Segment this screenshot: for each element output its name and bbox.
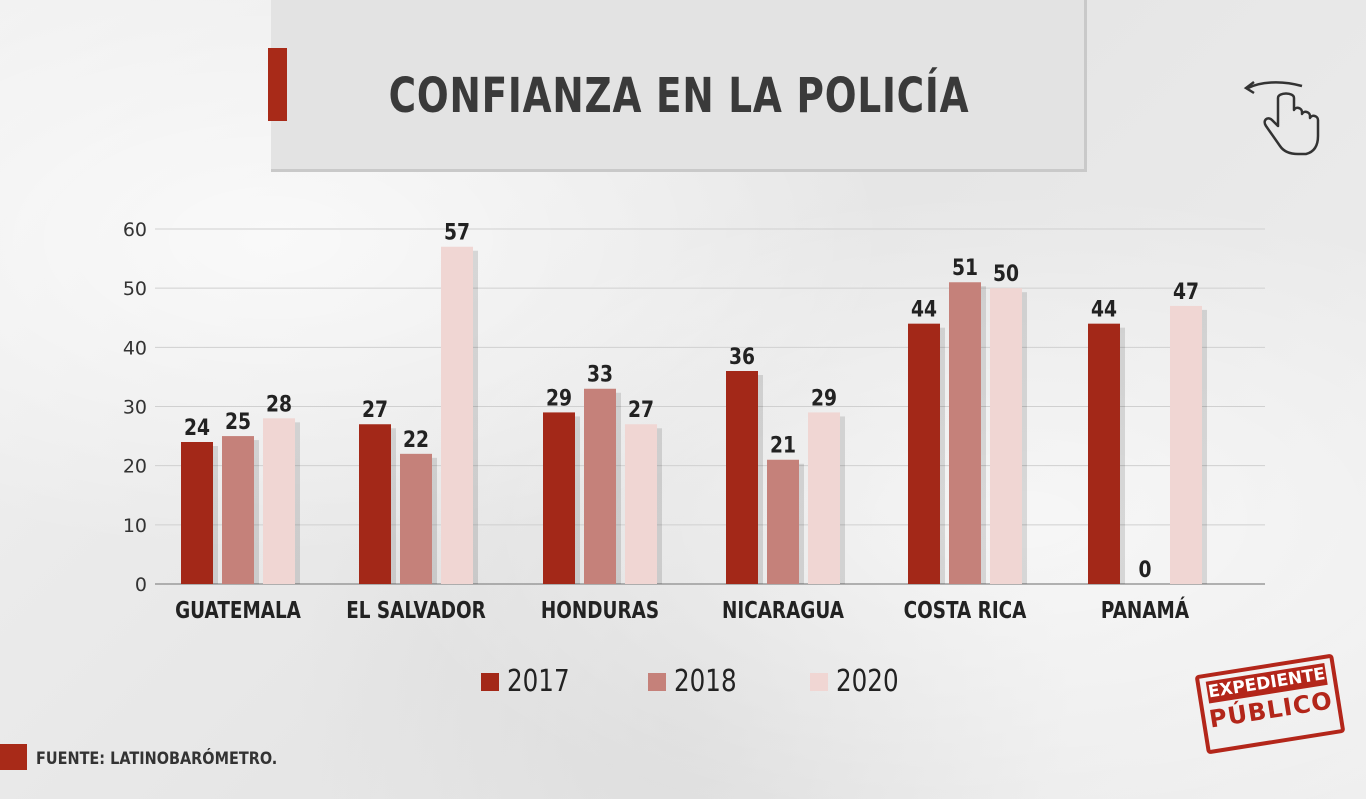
legend-label-2017: 2017: [507, 664, 570, 699]
data-label: 21: [770, 432, 796, 458]
category-label: NICARAGUA: [722, 597, 844, 624]
category-label: GUATEMALA: [175, 597, 301, 624]
page-title: CONFIANZA EN LA POLICÍA: [388, 68, 970, 124]
data-label: 0: [1138, 557, 1151, 583]
data-label: 25: [225, 409, 251, 435]
bar-2020: [625, 424, 657, 584]
data-label: 28: [266, 391, 292, 417]
legend-swatch-2017: [481, 672, 499, 691]
category-label: HONDURAS: [541, 597, 659, 624]
data-label: 33: [587, 361, 613, 387]
y-tick-label: 20: [123, 456, 147, 478]
bar-2018: [400, 453, 432, 584]
bar-2020: [990, 288, 1022, 584]
bar-2017: [359, 424, 391, 584]
y-tick-label: 0: [135, 574, 147, 596]
source-accent: [0, 744, 27, 770]
y-tick-label: 50: [123, 278, 147, 300]
legend-swatch-2020: [810, 672, 828, 691]
bar-2020: [441, 246, 473, 584]
bar-chart: 0 10 20 30 40 50 60 24 25 28 GUATEMALA 27 22 57 EL SAL…: [123, 219, 1265, 624]
category-label: COSTA RICA: [904, 597, 1027, 624]
legend-swatch-2018: [648, 672, 666, 691]
data-label: 22: [403, 426, 429, 452]
data-label: 57: [444, 219, 470, 245]
swipe-hand-icon: [1243, 81, 1320, 156]
y-tick-label: 60: [123, 219, 147, 241]
y-tick-label: 10: [123, 515, 147, 537]
bar-2018: [767, 459, 799, 584]
bar-2017: [543, 412, 575, 584]
data-label: 50: [993, 261, 1019, 287]
category-label: EL SALVADOR: [346, 597, 486, 624]
legend-item-2020: 2020: [810, 664, 912, 699]
data-label: 29: [546, 385, 572, 411]
bar-2018: [222, 436, 254, 584]
category-label: PANAMÁ: [1101, 596, 1189, 624]
data-label: 44: [1091, 296, 1117, 322]
y-tick-label: 30: [123, 397, 147, 419]
y-tick-label: 40: [123, 337, 147, 359]
data-label: 36: [729, 344, 755, 370]
bar-2020: [1170, 305, 1202, 584]
legend-label-2018: 2018: [674, 664, 737, 699]
data-label: 29: [811, 385, 837, 411]
source-note: FUENTE: LATINOBARÓMETRO.: [36, 749, 278, 769]
title-box: [271, 0, 1087, 172]
legend-label-2020: 2020: [836, 664, 899, 699]
data-label: 27: [362, 397, 388, 423]
data-label: 27: [628, 397, 654, 423]
data-label: 51: [952, 255, 978, 281]
title-accent-bar: [268, 48, 287, 121]
bar-2017: [1088, 323, 1120, 584]
data-label: 47: [1173, 278, 1199, 304]
legend-item-2018: 2018: [648, 664, 750, 699]
bar-2020: [808, 412, 840, 584]
bar-2018: [949, 282, 981, 584]
bar-2018: [584, 388, 616, 584]
legend-item-2017: 2017: [481, 664, 583, 699]
bar-2017: [908, 323, 940, 584]
data-label: 24: [184, 415, 210, 441]
bar-2017: [726, 371, 758, 584]
data-label: 44: [911, 296, 937, 322]
legend: 2017 2018 2020: [0, 664, 1366, 704]
bar-2020: [263, 418, 295, 584]
bar-2017: [181, 442, 213, 584]
